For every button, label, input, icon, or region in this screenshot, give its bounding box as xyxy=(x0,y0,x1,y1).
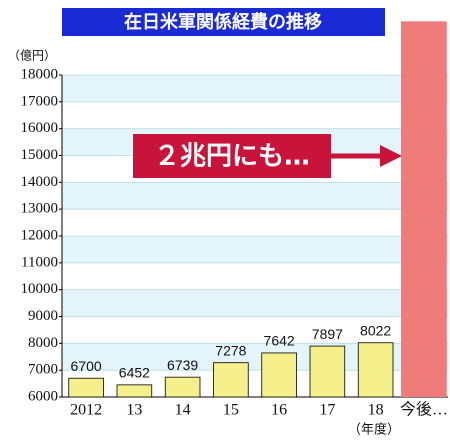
bar xyxy=(309,345,346,398)
value-label: 6739 xyxy=(167,357,198,373)
value-label: 7278 xyxy=(215,342,246,358)
value-label: 7642 xyxy=(264,333,295,349)
y-tick-label: 10000 xyxy=(21,281,59,297)
chart-title: 在日米軍関係経費の推移 xyxy=(124,11,322,33)
bar xyxy=(400,21,447,397)
grid-band xyxy=(62,75,448,102)
y-tick-label: 13000 xyxy=(21,201,59,217)
x-tick-label: 13 xyxy=(126,402,142,419)
y-tick-label: 18000 xyxy=(21,66,59,82)
x-tick-label: 18 xyxy=(368,402,384,419)
grid-band xyxy=(62,289,448,317)
y-axis-label: （億円） xyxy=(8,49,56,63)
y-tick-label: 9000 xyxy=(28,308,58,324)
y-tick-label: 11000 xyxy=(21,254,58,270)
bar xyxy=(261,352,297,398)
grid-band xyxy=(62,236,448,263)
value-label: 6700 xyxy=(71,358,102,374)
bar xyxy=(164,376,201,398)
annotation: ２兆円にも… xyxy=(154,142,310,172)
y-tick-label: 8000 xyxy=(28,335,58,351)
y-tick-label: 17000 xyxy=(21,93,59,109)
bar xyxy=(213,362,249,398)
arrow-head xyxy=(380,145,402,167)
annotation-box xyxy=(133,134,331,178)
y-tick-label: 16000 xyxy=(21,120,59,136)
title-bar xyxy=(62,8,385,36)
y-tick-label: 15000 xyxy=(21,147,59,163)
value-label: 7897 xyxy=(312,326,343,342)
bar xyxy=(357,342,394,398)
x-tick-label: 今後… xyxy=(400,401,448,419)
value-label: 8022 xyxy=(360,322,391,338)
x-tick-label: 16 xyxy=(271,402,287,419)
bar xyxy=(116,384,153,398)
y-tick-label: 12000 xyxy=(21,227,59,243)
y-tick-label: 7000 xyxy=(28,362,58,378)
x-tick-label: 17 xyxy=(319,402,335,419)
x-tick-label: 2012 xyxy=(70,402,102,419)
grid-band xyxy=(62,182,448,210)
y-tick-label: 14000 xyxy=(21,174,59,190)
x-tick-label: 14 xyxy=(175,402,191,419)
x-axis-label: （年度） xyxy=(348,422,400,438)
y-tick-label: 6000 xyxy=(28,388,58,404)
value-label: 6452 xyxy=(119,365,150,381)
bar xyxy=(68,377,104,398)
x-tick-label: 15 xyxy=(223,402,239,419)
